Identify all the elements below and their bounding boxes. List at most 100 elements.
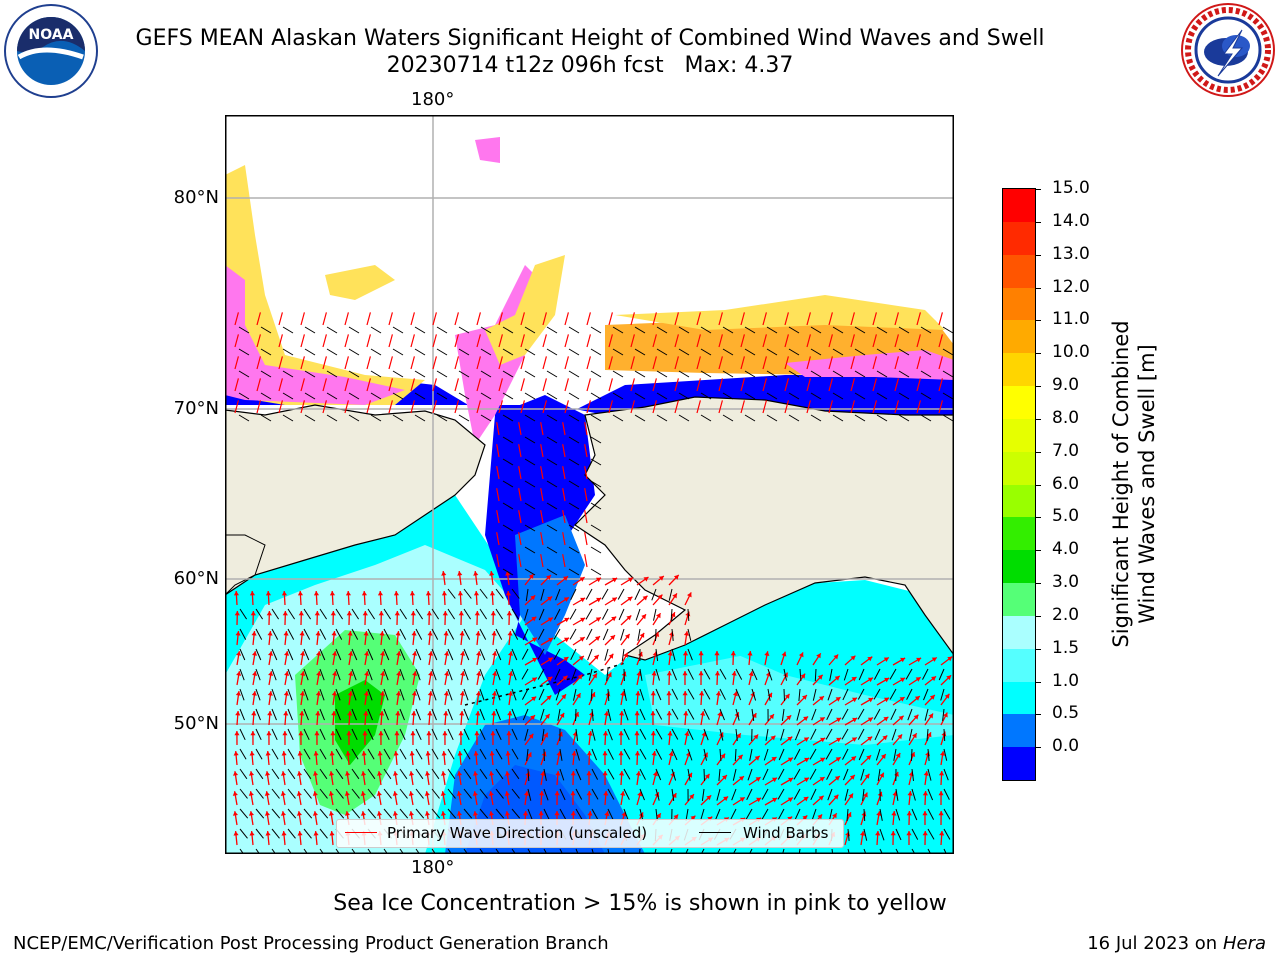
wave-arrow-head [248,791,254,796]
wave-arrow-head [392,791,398,796]
wind-barb [655,688,662,701]
wave-arrow-head [236,651,242,656]
wave-arrow [872,334,877,348]
wind-barb [794,728,801,741]
wind-barb [671,728,679,740]
wind-barb [898,414,910,422]
wave-arrow-head [612,577,618,583]
wave-arrow-head [265,751,271,756]
wind-barb [639,768,646,780]
wave-arrow [496,554,500,568]
wave-arrow-head [736,733,741,739]
wind-barb [399,628,407,640]
wave-arrow-head [717,711,723,717]
wave-arrow-head [820,757,825,763]
wind-barb [637,628,641,641]
wave-arrow-head [851,737,857,742]
wind-barb [463,588,472,599]
wave-arrow-head [314,731,320,736]
wind-barb [502,568,514,576]
wind-barb [463,788,472,799]
wave-arrow-head [297,751,303,756]
wave-arrow [584,532,588,546]
wind-barb [255,708,261,721]
wind-barb [943,728,946,742]
wave-arrow-head [411,691,417,696]
wave-arrow-head [577,674,583,680]
wave-arrow [762,356,767,370]
wind-barb [671,788,675,801]
wave-arrow-head [755,777,761,782]
wave-arrow [410,378,415,392]
wave-arrow [740,400,745,414]
wind-barb [271,708,277,721]
wave-arrow-head [264,811,270,816]
wave-arrow-head [700,711,706,716]
wind-barb [255,668,261,681]
wave-arrow-head [906,811,912,816]
wave-arrow [938,312,943,326]
wind-barb [524,436,536,444]
wave-arrow [762,400,767,414]
wave-arrow [584,510,588,524]
wave-arrow-head [505,591,511,596]
wind-barb [287,668,293,681]
wave-arrow [584,488,588,502]
wind-barb [854,392,866,400]
wind-barb [639,808,644,821]
wind-barb [719,728,724,741]
wave-arrow-head [442,731,448,736]
wave-arrow-head [667,651,673,656]
wave-arrow-head [530,715,535,720]
wind-barb [788,414,800,422]
wave-arrow-head [299,711,305,716]
wind-barb [927,768,932,781]
wind-barb [634,588,641,601]
wave-arrow-head [408,791,414,796]
wave-arrow-head [603,711,609,716]
wave-arrow-head [546,695,552,701]
wind-barb [831,848,834,854]
wind-barb [751,688,757,701]
wind-barb [591,708,594,721]
wind-barb [607,848,610,854]
wave-arrow-head [473,751,479,756]
wind-barb [889,688,897,700]
wave-arrow-head [556,751,562,756]
wind-barb [392,326,404,334]
colorbar-tick-label: 7.0 [1052,440,1080,461]
colorbar-segment [1003,386,1035,420]
wind-barb [735,688,742,701]
wind-barb [287,708,293,721]
wind-barb [639,708,646,721]
wave-arrow-head [457,751,463,756]
wind-barb [319,688,325,701]
wave-arrow-head [850,655,856,661]
wave-arrow-head [360,811,366,816]
lat-label-70: 70°N [173,398,219,419]
wave-arrow-head [938,811,944,816]
wind-barb [335,748,343,760]
wind-barb [751,708,755,721]
wind-barb [898,348,910,356]
wave-arrow-head [803,737,809,742]
wind-barb [898,370,910,378]
wind-barb [766,370,778,378]
wave-arrow-head [412,671,418,676]
lat-label-60: 60°N [173,568,219,589]
wind-barb [367,808,377,819]
wind-barb [370,370,382,378]
wind-barb [546,348,558,356]
wind-barb [943,788,950,800]
wave-arrow-head [441,771,447,776]
wind-barb [687,768,691,781]
wave-arrow-head [440,791,446,796]
wind-barb [591,848,595,854]
wind-barb [524,502,536,510]
wave-arrow-head [626,615,632,621]
wave-arrow-head [756,797,762,803]
wind-barb [319,828,328,839]
wind-barb [703,728,709,741]
wave-arrow [872,312,877,326]
wave-arrow-head [667,731,673,736]
